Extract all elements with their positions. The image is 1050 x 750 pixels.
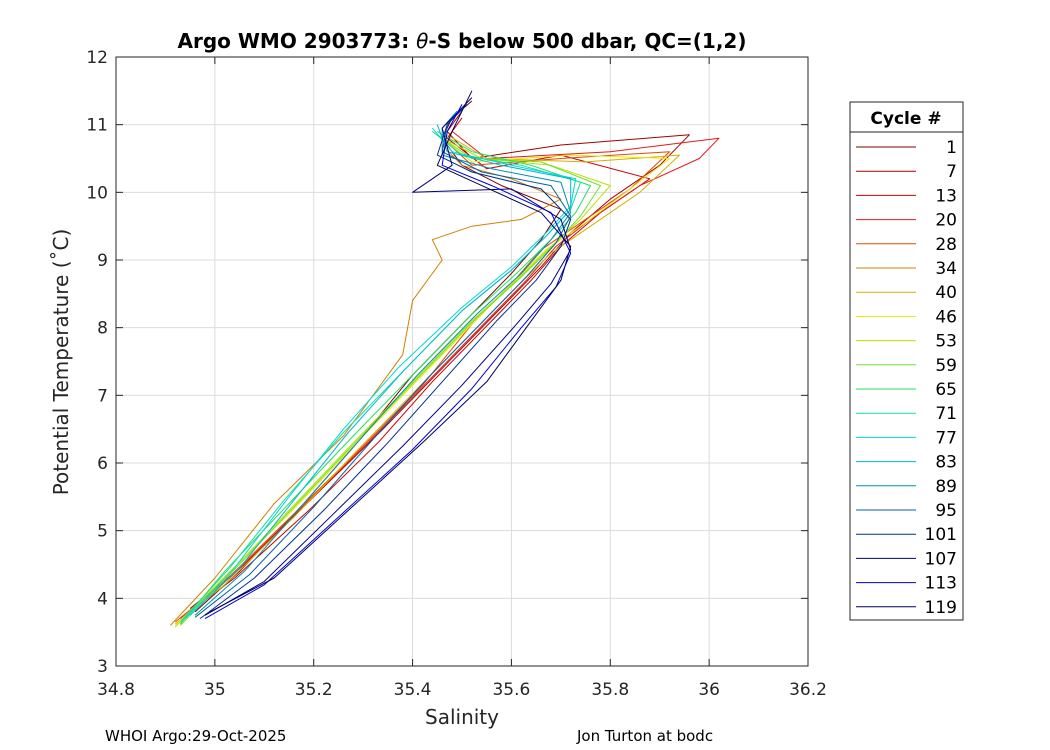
x-axis-label: Salinity xyxy=(425,705,499,729)
x-tick-label: 35 xyxy=(204,680,226,700)
legend-label-65: 65 xyxy=(935,380,957,400)
legend-label-71: 71 xyxy=(935,404,957,424)
y-tick-label: 3 xyxy=(97,657,108,677)
legend-label-59: 59 xyxy=(935,356,957,376)
legend-title: Cycle # xyxy=(870,109,941,129)
legend-label-95: 95 xyxy=(935,501,957,521)
legend: Cycle # 1 7 13 20 28 34 40 46 53 59 65 71 77 83 89 95 10… xyxy=(849,101,964,621)
series-line-cycle-119 xyxy=(209,90,572,613)
y-tick-label: 7 xyxy=(97,386,108,406)
legend-label-107: 107 xyxy=(925,549,957,569)
series-line-cycle-107 xyxy=(204,97,572,616)
legend-label-83: 83 xyxy=(935,453,957,473)
y-tick-label: 4 xyxy=(97,589,108,609)
legend-label-119: 119 xyxy=(925,598,957,618)
series-line-cycle-28 xyxy=(174,137,671,623)
legend-entries: 1 7 13 20 28 34 40 46 53 59 65 71 77 83 89 95 101 107 113 1… xyxy=(856,138,957,618)
chart-title: Argo WMO 2903773: θ-S below 500 dbar, QC… xyxy=(178,29,747,53)
axis-ticks: 34.8 35 35.2 35.4 35.6 35.8 36 36.2 3 4 5 6 7 8 9 10 11 1… xyxy=(86,48,827,700)
axes-box xyxy=(115,56,809,667)
x-tick-label: 35.6 xyxy=(492,680,530,700)
legend-label-7: 7 xyxy=(946,162,957,182)
grid-lines xyxy=(116,57,808,666)
legend-label-89: 89 xyxy=(935,477,957,497)
x-tick-label: 36 xyxy=(698,680,720,700)
series-line-cycle-59 xyxy=(179,134,601,626)
y-tick-label: 6 xyxy=(97,454,108,474)
legend-label-28: 28 xyxy=(935,235,957,255)
legend-label-53: 53 xyxy=(935,332,957,352)
legend-label-1: 1 xyxy=(946,138,957,158)
series-line-cycle-46 xyxy=(174,137,671,626)
y-tick-label: 8 xyxy=(97,319,108,339)
legend-label-20: 20 xyxy=(935,211,957,231)
x-tick-label: 36.2 xyxy=(789,680,827,700)
data-series xyxy=(170,90,720,628)
series-line-cycle-40 xyxy=(174,134,680,625)
series-line-cycle-34 xyxy=(170,144,562,626)
legend-label-101: 101 xyxy=(925,525,957,545)
y-tick-label: 11 xyxy=(86,116,108,136)
x-tick-label: 34.8 xyxy=(97,680,135,700)
legend-label-13: 13 xyxy=(935,186,957,206)
x-tick-label: 35.4 xyxy=(394,680,432,700)
series-line-cycle-65 xyxy=(179,130,591,625)
y-axis-label: Potential Temperature (˚C) xyxy=(49,229,73,496)
y-tick-label: 5 xyxy=(97,522,108,542)
legend-box xyxy=(849,101,964,621)
series-line-cycle-95 xyxy=(194,107,572,618)
legend-label-46: 46 xyxy=(935,307,957,327)
y-tick-label: 12 xyxy=(86,48,108,68)
y-tick-label: 9 xyxy=(97,251,108,271)
legend-label-113: 113 xyxy=(925,574,957,594)
theta-symbol: θ xyxy=(416,29,428,53)
x-tick-label: 35.2 xyxy=(295,680,333,700)
y-tick-label: 10 xyxy=(86,183,108,203)
series-line-cycle-77 xyxy=(184,127,577,619)
series-line-cycle-83 xyxy=(189,124,572,616)
legend-label-40: 40 xyxy=(935,283,957,303)
footer-left: WHOI Argo:29-Oct-2025 xyxy=(105,727,286,745)
legend-label-77: 77 xyxy=(935,428,957,448)
x-tick-label: 35.8 xyxy=(591,680,629,700)
series-line-cycle-53 xyxy=(174,137,611,628)
footer-right: Jon Turton at bodc xyxy=(576,727,713,745)
legend-label-34: 34 xyxy=(935,259,957,279)
